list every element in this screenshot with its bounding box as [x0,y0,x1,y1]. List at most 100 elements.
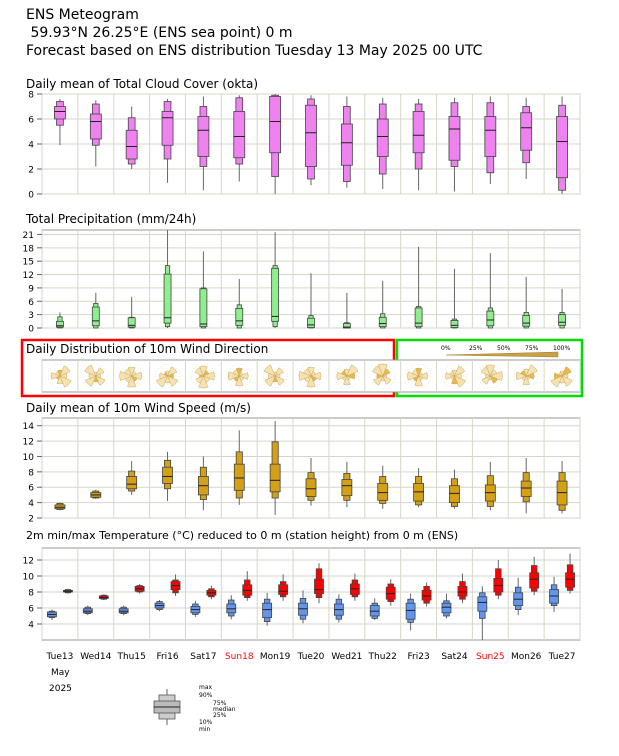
temp-min-box [477,586,488,640]
wind-rose-sector [525,364,538,377]
wind-rose-sector [382,375,392,385]
p25-p75-box [412,111,425,154]
p25-p75-box [340,123,353,166]
precip-y-tick-label: 15 [23,258,34,268]
legend-median-label: median [213,706,236,713]
wind-rose-ring [334,363,360,389]
p25-p75-box [163,273,172,324]
temp-min-box [226,595,237,620]
cloud-y-tick-label: 0 [28,191,34,201]
day-label: Tue27 [548,652,576,662]
wind-rose-sector [522,375,530,386]
cloud-box [233,95,246,182]
cloud-y-tick-label: 4 [28,141,34,151]
wind-rose-sector [561,366,572,377]
p25-p75-box [125,129,138,160]
wind-speed-box [341,461,353,508]
temp-max-box [206,585,217,600]
day-label: Sun18 [225,652,254,662]
wind-rose-sector [127,366,136,377]
p25-p75-box [405,602,416,620]
precip-box [450,268,459,329]
wind-rose-ring [83,363,109,389]
wind-speed-box [233,430,245,505]
wind-rose [334,363,360,389]
wind-rose [83,363,109,389]
precip-box [271,232,280,328]
wind-rose-sector [163,371,168,377]
precip-box [378,280,387,329]
wind-rose-sector [373,375,384,386]
p25-p75-box [441,602,452,614]
p25-p75-box [161,111,174,146]
p25-p75-box [271,267,280,322]
p25-p75-box [342,323,351,329]
p25-p75-box [235,307,244,326]
p25-p75-box [233,463,245,491]
wind-y-tick-label: 14 [23,422,35,432]
location-label: 59.93°N 26.25°E (ENS sea point) 0 m [26,25,293,41]
p25-p75-box [449,485,460,504]
temp-y-tick-label: 8 [28,589,34,599]
p25-p75-box [450,320,459,328]
wind-rose [262,363,288,389]
wind-rose [370,363,396,389]
wind-y-tick-label: 6 [28,484,34,494]
wind-rose-sector [454,365,465,377]
cloud-box [448,97,461,192]
wind-speed-box [377,465,389,509]
wind-rose-ring [549,363,575,389]
wind-rose-sector [198,375,209,389]
wind-rose-sector [407,371,420,381]
wind-rose [47,363,73,389]
temp-max-box [529,556,540,596]
p25-p75-box [520,480,532,497]
p25-p75-box [269,96,282,154]
wind-rose-sector [525,372,535,380]
p25-p75-box [314,578,324,595]
wind-direction-scale-label: 100% [553,345,570,352]
cloud-panel-title: Daily mean of Total Cloud Cover (okta) [26,77,258,91]
wind-speed-box [162,451,173,502]
wind-rose-sector [382,368,391,377]
temp-min-box [118,605,129,616]
cloud-box [484,96,497,184]
wind-rose-sector [95,375,106,386]
temp-max-box [349,573,360,601]
day-label: Thu15 [116,652,145,662]
p25-p75-box [126,476,138,490]
wind-rose-sector [553,372,563,380]
wind-rose-ring [47,363,73,389]
temp-y-tick-label: 4 [28,621,34,631]
cloud-box [89,100,102,167]
temp-max-box [242,571,253,601]
temp-max-box [565,553,575,594]
wind-speed-box [90,489,102,499]
legend-p90-label: 90% [199,692,213,699]
wind-rose-sector [95,367,105,377]
wind-speed-box [269,421,281,515]
wind-rose [549,363,575,389]
location-text: 59.93°N 26.25°E (ENS sea point) 0 m [30,25,293,41]
cloud-box [197,96,210,191]
wind-rose-sector [346,372,356,380]
wind-rose [191,363,216,389]
wind-rose-sector [119,371,133,381]
wind-rose-sector [346,364,359,377]
cloud-box [340,96,353,188]
temp-max-box [421,582,432,607]
p25-p75-box [305,104,317,167]
wind-rose-sector [454,375,466,388]
wind-rose [119,363,144,389]
p25-p75-box [56,320,64,328]
temp-min-box [47,609,57,620]
day-label: Sat17 [190,652,216,662]
wind-direction-scale-label: 0% [441,345,451,352]
wind-y-tick-label: 12 [23,438,34,448]
legend-p25-label: 25% [213,712,227,719]
wind-rose-sector [202,371,215,381]
wind-rose-sector [59,365,71,377]
wind-y-tick-label: 10 [23,453,35,463]
precip-box [486,253,495,329]
wind-speed-box [556,461,568,514]
